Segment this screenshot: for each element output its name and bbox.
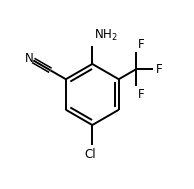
Text: N: N <box>25 52 34 65</box>
Text: F: F <box>156 63 162 76</box>
Text: Cl: Cl <box>85 148 96 161</box>
Text: F: F <box>138 88 144 101</box>
Text: NH$_2$: NH$_2$ <box>94 28 118 43</box>
Text: F: F <box>138 38 144 51</box>
